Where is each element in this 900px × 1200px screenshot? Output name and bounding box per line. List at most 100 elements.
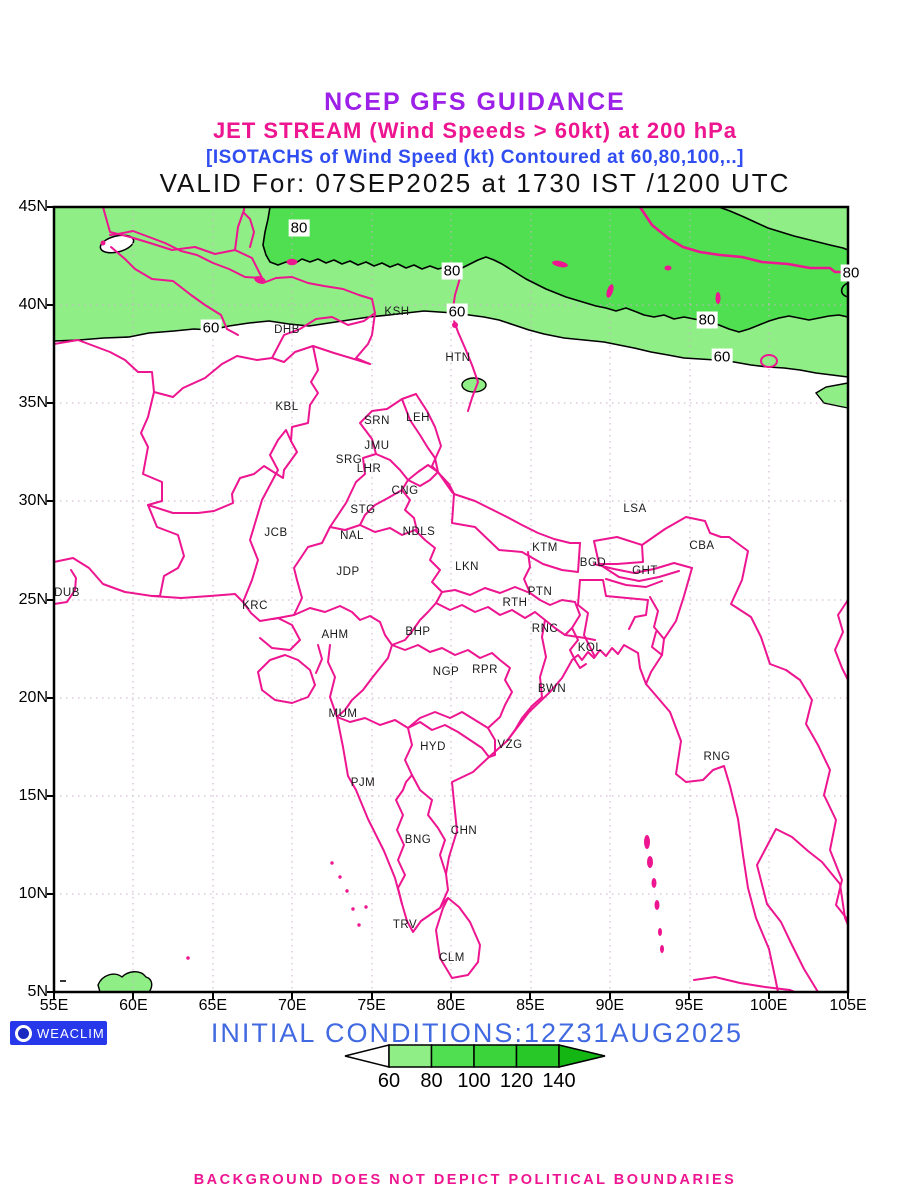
border-nepal-north [453, 493, 581, 544]
station-label-dhb: DHB [274, 324, 300, 336]
x-tick-label: 55E [39, 997, 69, 1014]
legend-box-120 [515, 1044, 560, 1068]
border-uzbek-kazakh [102, 206, 263, 279]
legend-value: 120 [499, 1070, 534, 1092]
station-label-ktm: KTM [532, 542, 558, 554]
y-tick-mark [47, 794, 54, 797]
x-tick-mark [450, 992, 452, 999]
border-china-west [451, 277, 479, 412]
state-himachal [407, 471, 439, 487]
border-myanmar-china [728, 536, 787, 671]
legend-value: 100 [457, 1070, 491, 1092]
border-india-pakistan [272, 393, 417, 620]
islands-and-fragments [100, 240, 721, 960]
legend-box-80 [430, 1044, 475, 1068]
x-tick-mark [132, 992, 135, 999]
y-tick-label: 5N [27, 983, 48, 1000]
map-area [52, 205, 850, 994]
contour-label-60: 60 [446, 303, 468, 321]
coast-iran-arabia [53, 557, 261, 622]
legend-colorbar [344, 1044, 606, 1068]
station-label-ksh: KSH [384, 306, 410, 318]
station-label-ahm: AHM [321, 629, 349, 641]
contour-label-60: 60 [711, 348, 733, 366]
station-label-mum: MUM [328, 708, 358, 720]
border-iran-afghan [140, 391, 163, 506]
station-label-trv: TRV [392, 919, 418, 931]
station-label-vzg: VZG [497, 739, 523, 751]
station-label-chn: CHN [450, 825, 478, 837]
station-label-kol: KOL [577, 642, 603, 654]
coast-india-main [327, 644, 779, 993]
station-label-clm: CLM [439, 952, 465, 964]
weaclim-ring-icon [15, 1024, 32, 1042]
x-tick-mark [688, 992, 691, 999]
x-tick-mark [608, 992, 611, 999]
contour-arc-right-edge [840, 282, 849, 298]
political-boundaries [53, 206, 849, 993]
station-label-cba: CBA [689, 540, 715, 552]
y-tick-label: 20N [18, 688, 48, 706]
x-tick-label: 65E [198, 997, 228, 1014]
contour-label-80: 80 [288, 219, 310, 237]
station-label-dub: DUB [54, 587, 80, 599]
contour-label-80: 80 [696, 311, 718, 329]
station-label-bhp: BHP [405, 626, 431, 638]
x-tick-mark [847, 992, 849, 999]
station-label-nal: NAL [340, 530, 364, 542]
y-tick-label: 10N [18, 884, 48, 902]
title-product: JET STREAM (Wind Speeds > 60kt) at 200 h… [212, 118, 738, 143]
contour-label-80: 80 [840, 264, 862, 282]
isotach-map-svg [52, 205, 850, 994]
coast-uae-hook [53, 569, 77, 605]
legend-arrow-left [344, 1044, 390, 1068]
station-label-jdp: JDP [336, 566, 360, 578]
station-label-hyd: HYD [420, 741, 446, 753]
station-label-bng: BNG [404, 834, 432, 846]
border-nepal-south [451, 493, 581, 573]
state-gujarat [293, 605, 393, 718]
y-tick-mark [47, 991, 54, 993]
state-telangana [407, 711, 496, 758]
legend-arrow-right [558, 1044, 606, 1068]
blob-60kt-bottom-left [97, 971, 153, 993]
border-fergana-loop [109, 230, 376, 359]
state-tn-kerala [395, 774, 413, 905]
lines-assam-a [593, 562, 693, 574]
state-haryana [359, 489, 403, 526]
lines-meghalaya [605, 578, 663, 588]
title-model: NCEP GFS GUIDANCE [324, 88, 626, 116]
title-isotach-note: [ISOTACHS of Wind Speed (kt) Contoured a… [206, 147, 744, 168]
state-odisha-andhra [506, 619, 547, 742]
station-label-krc: KRC [242, 600, 268, 612]
station-label-kbl: KBL [275, 401, 299, 413]
y-tick-label: 35N [18, 394, 48, 412]
station-label-lkn: LKN [455, 561, 479, 573]
x-tick-mark [53, 992, 55, 999]
y-tick-mark [47, 500, 54, 503]
y-tick-label: 25N [18, 590, 48, 608]
contour-80-upper [718, 206, 849, 251]
border-durand-line [147, 404, 311, 514]
y-tick-mark [47, 892, 54, 895]
station-label-rnc: RNC [531, 623, 559, 635]
x-tick-label: 75E [357, 997, 386, 1014]
state-karnataka-ap [404, 727, 447, 875]
legend-value: 60 [377, 1070, 401, 1092]
state-rajasthan-mp [329, 524, 443, 646]
coast-sri-lanka [435, 897, 481, 979]
y-tick-mark [47, 696, 54, 699]
state-up-bihar [441, 586, 576, 606]
coast-sumatra [693, 976, 796, 993]
border-bangladesh-west [577, 579, 595, 656]
border-china-tajik [355, 312, 376, 365]
coast-kutch [259, 617, 301, 651]
coast-kathiawar [257, 654, 316, 704]
weaclim-logo[interactable]: WEACLIM [10, 1021, 107, 1045]
coast-gulf-thailand [756, 828, 849, 993]
x-tick-label: 90E [595, 997, 625, 1014]
station-label-rth: RTH [502, 597, 528, 609]
border-iran-pak [147, 504, 185, 597]
legend-box-100 [473, 1044, 518, 1068]
